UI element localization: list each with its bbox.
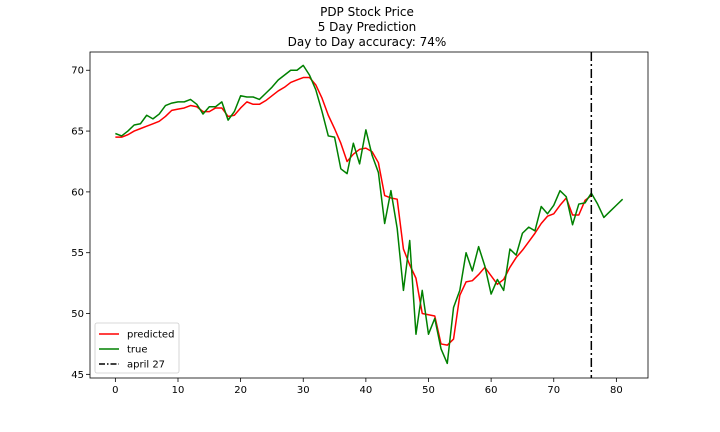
x-axis-ticks: 0 10 20 30 40 50 60 70 80 xyxy=(112,378,623,396)
legend-label-true: true xyxy=(127,345,148,356)
legend: predicted true april 27 xyxy=(94,322,180,374)
series-line-true xyxy=(115,64,624,365)
x-tick-label: 60 xyxy=(485,385,498,396)
chart-title: PDP Stock Price 5 Day Prediction Day to … xyxy=(288,5,447,49)
legend-label-predicted: predicted xyxy=(127,330,174,341)
title-line-2: 5 Day Prediction xyxy=(318,20,417,34)
series-layer xyxy=(115,64,624,365)
title-line-1: PDP Stock Price xyxy=(320,5,414,19)
y-tick-label: 55 xyxy=(71,248,84,259)
y-axis-ticks: 45 50 55 60 65 70 xyxy=(71,66,90,381)
legend-box xyxy=(94,322,180,374)
y-tick-label: 65 xyxy=(71,127,84,138)
y-tick-label: 70 xyxy=(71,66,84,77)
x-tick-label: 0 xyxy=(112,385,118,396)
title-line-3: Day to Day accuracy: 74% xyxy=(288,35,447,49)
legend-label-april-27: april 27 xyxy=(127,360,165,371)
x-tick-label: 40 xyxy=(360,385,373,396)
x-tick-label: 20 xyxy=(234,385,247,396)
y-tick-label: 60 xyxy=(71,187,84,198)
y-tick-label: 45 xyxy=(71,370,84,381)
x-tick-label: 30 xyxy=(297,385,310,396)
series-line-predicted xyxy=(115,76,592,346)
x-tick-label: 10 xyxy=(172,385,185,396)
x-tick-label: 70 xyxy=(547,385,560,396)
x-tick-label: 80 xyxy=(610,385,623,396)
plot-area-frame xyxy=(89,51,649,379)
y-tick-label: 50 xyxy=(71,309,84,320)
x-tick-label: 50 xyxy=(422,385,435,396)
